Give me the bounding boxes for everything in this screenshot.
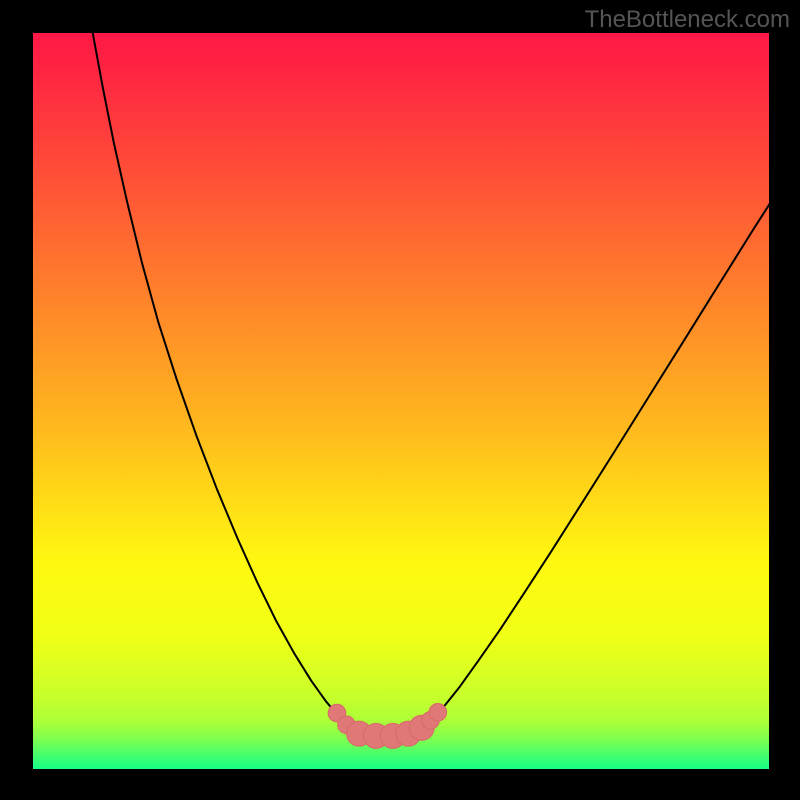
chart-frame: TheBottleneck.com [0, 0, 800, 800]
gradient-background [33, 33, 769, 769]
gradient-plot-area [33, 33, 769, 769]
plot-svg [33, 33, 769, 769]
watermark-text: TheBottleneck.com [585, 6, 790, 34]
bottom-marker [429, 704, 447, 722]
